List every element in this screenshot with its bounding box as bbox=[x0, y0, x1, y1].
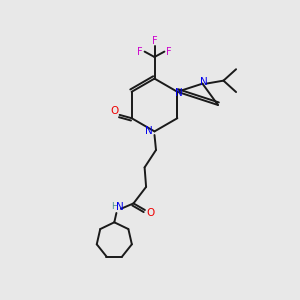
Text: N: N bbox=[116, 202, 124, 212]
Text: O: O bbox=[147, 208, 155, 218]
Text: F: F bbox=[166, 46, 172, 57]
Text: N: N bbox=[145, 126, 153, 136]
Text: N: N bbox=[200, 77, 208, 87]
Text: F: F bbox=[152, 36, 157, 46]
Text: H: H bbox=[111, 202, 117, 211]
Text: F: F bbox=[137, 46, 143, 57]
Text: N: N bbox=[175, 88, 182, 98]
Text: O: O bbox=[110, 106, 119, 116]
